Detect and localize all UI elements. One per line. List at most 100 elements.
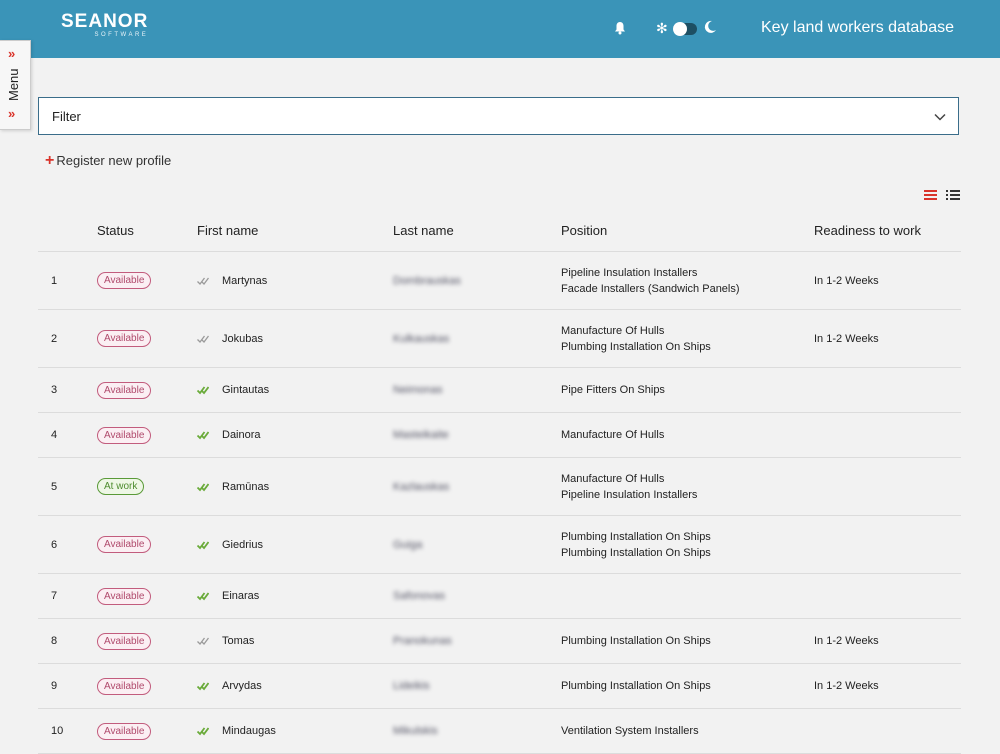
position-item: Plumbing Installation On Ships <box>561 635 711 647</box>
row-index: 6 <box>38 515 97 574</box>
last-name: Pranokunas <box>393 635 452 647</box>
table-row[interactable]: 8 Available Tomas Pranokunas Plumbing In… <box>38 618 961 664</box>
menu-label: Menu <box>6 68 21 101</box>
table-row[interactable]: 9 Available Arvydas Lideikis Plumbing In… <box>38 663 961 709</box>
row-index: 8 <box>38 618 97 664</box>
double-check-icon <box>197 386 209 395</box>
logo-text: SEANOR <box>61 11 149 32</box>
register-label: Register new profile <box>56 153 172 168</box>
column-header-first-name[interactable]: First name <box>197 209 393 252</box>
column-header-last-name[interactable]: Last name <box>393 209 561 252</box>
status-badge: Available <box>97 426 152 444</box>
position-item: Plumbing Installation On Ships <box>561 340 711 353</box>
first-name: Dainora <box>222 429 261 441</box>
first-name: Arvydas <box>222 680 262 692</box>
row-index: 3 <box>38 367 97 413</box>
row-index: 7 <box>38 573 97 619</box>
position-item: Pipe Fitters On Ships <box>561 384 665 396</box>
double-check-icon <box>197 727 209 736</box>
row-index: 5 <box>38 457 97 516</box>
first-name: Einaras <box>222 590 260 602</box>
readiness <box>814 457 961 516</box>
top-bar: SEANOR SOFTWARE ✻ Key land workers datab… <box>0 0 1000 58</box>
readiness: In 1-2 Weeks <box>814 663 961 709</box>
last-name: Dombrauskas <box>393 274 461 287</box>
moon-icon <box>704 20 716 33</box>
position-item: Plumbing Installation On Ships <box>561 680 711 692</box>
position-item: Pipeline Insulation Installers <box>561 488 698 501</box>
plus-icon: + <box>45 152 55 169</box>
last-name: Safonovas <box>393 590 445 602</box>
position-item: Manufacture Of Hulls <box>561 324 665 337</box>
position-item: Plumbing Installation On Ships <box>561 530 711 543</box>
position-item: Ventilation System Installers <box>561 725 699 737</box>
bell-icon[interactable] <box>612 20 628 36</box>
status-badge: Available <box>97 381 152 399</box>
first-name: Tomas <box>222 635 255 647</box>
row-index: 9 <box>38 663 97 709</box>
table-row[interactable]: 1 Available Martynas Dombrauskas Pipelin… <box>38 251 961 310</box>
column-header-readiness[interactable]: Readiness to work <box>814 209 961 252</box>
readiness: In 1-2 Weeks <box>814 309 961 368</box>
row-index: 4 <box>38 412 97 458</box>
chevron-double-right-icon: » <box>8 46 16 61</box>
status-badge: Available <box>97 722 152 740</box>
table-row[interactable]: 4 Available Dainora Masteikaite Manufact… <box>38 412 961 458</box>
position-item: Manufacture Of Hulls <box>561 472 665 485</box>
theme-toggle[interactable] <box>673 22 697 36</box>
logo-subtext: SOFTWARE <box>94 32 149 38</box>
position-item: Facade Installers (Sandwich Panels) <box>561 282 740 295</box>
double-check-icon <box>197 541 209 549</box>
logo[interactable]: SEANOR SOFTWARE <box>61 11 149 39</box>
readiness <box>814 412 961 458</box>
view-switcher <box>924 189 964 207</box>
chevron-down-icon <box>934 113 946 121</box>
double-check-icon <box>197 431 209 440</box>
status-badge: Available <box>97 632 152 650</box>
chevron-double-right-icon: » <box>8 106 16 121</box>
list-view-icon[interactable] <box>924 189 938 201</box>
double-check-icon <box>197 277 209 285</box>
last-name: Mikulskis <box>393 725 438 737</box>
status-badge: Available <box>97 330 152 347</box>
table-row[interactable]: 7 Available Einaras Safonovas <box>38 573 961 619</box>
filter-label: Filter <box>52 109 81 124</box>
register-new-profile-button[interactable]: + Register new profile <box>45 152 171 170</box>
last-name: Guiga <box>393 538 423 551</box>
status-badge: At work <box>97 478 145 495</box>
readiness <box>814 367 961 413</box>
table-row[interactable]: 6 Available Giedrius Guiga Plumbing Inst… <box>38 515 961 574</box>
table-row[interactable]: 2 Available Jokubas Kulkauskas Manufactu… <box>38 309 961 368</box>
readiness <box>814 708 961 754</box>
first-name: Gintautas <box>222 384 270 396</box>
menu-tab[interactable]: » Menu » <box>0 40 31 130</box>
detail-list-icon[interactable] <box>946 189 961 201</box>
readiness: In 1-2 Weeks <box>814 618 961 664</box>
last-name: Neimonas <box>393 384 443 396</box>
filter-dropdown[interactable]: Filter <box>38 97 959 135</box>
column-header-index <box>38 209 97 252</box>
column-header-status[interactable]: Status <box>97 209 197 252</box>
double-check-icon <box>197 682 209 691</box>
first-name: Giedrius <box>222 538 263 551</box>
double-check-icon <box>197 483 209 491</box>
position-item: Plumbing Installation On Ships <box>561 546 711 559</box>
row-index: 2 <box>38 309 97 368</box>
row-index: 10 <box>38 708 97 754</box>
first-name: Jokubas <box>222 332 263 345</box>
column-header-position[interactable]: Position <box>561 209 814 252</box>
position-item: Pipeline Insulation Installers <box>561 266 698 279</box>
toggle-knob <box>673 22 687 36</box>
readiness <box>814 515 961 574</box>
table-row[interactable]: 10 Available Mindaugas Mikulskis Ventila… <box>38 708 961 754</box>
last-name: Lideikis <box>393 680 430 692</box>
table-row[interactable]: 5 At work Ramūnas Kazlauskas Manufacture… <box>38 457 961 516</box>
app-title: Key land workers database <box>761 19 954 36</box>
status-badge: Available <box>97 677 152 695</box>
first-name: Ramūnas <box>222 480 270 493</box>
readiness <box>814 573 961 619</box>
double-check-icon <box>197 335 209 343</box>
table-row[interactable]: 3 Available Gintautas Neimonas Pipe Fitt… <box>38 367 961 413</box>
status-badge: Available <box>97 536 152 553</box>
last-name: Kazlauskas <box>393 480 450 493</box>
